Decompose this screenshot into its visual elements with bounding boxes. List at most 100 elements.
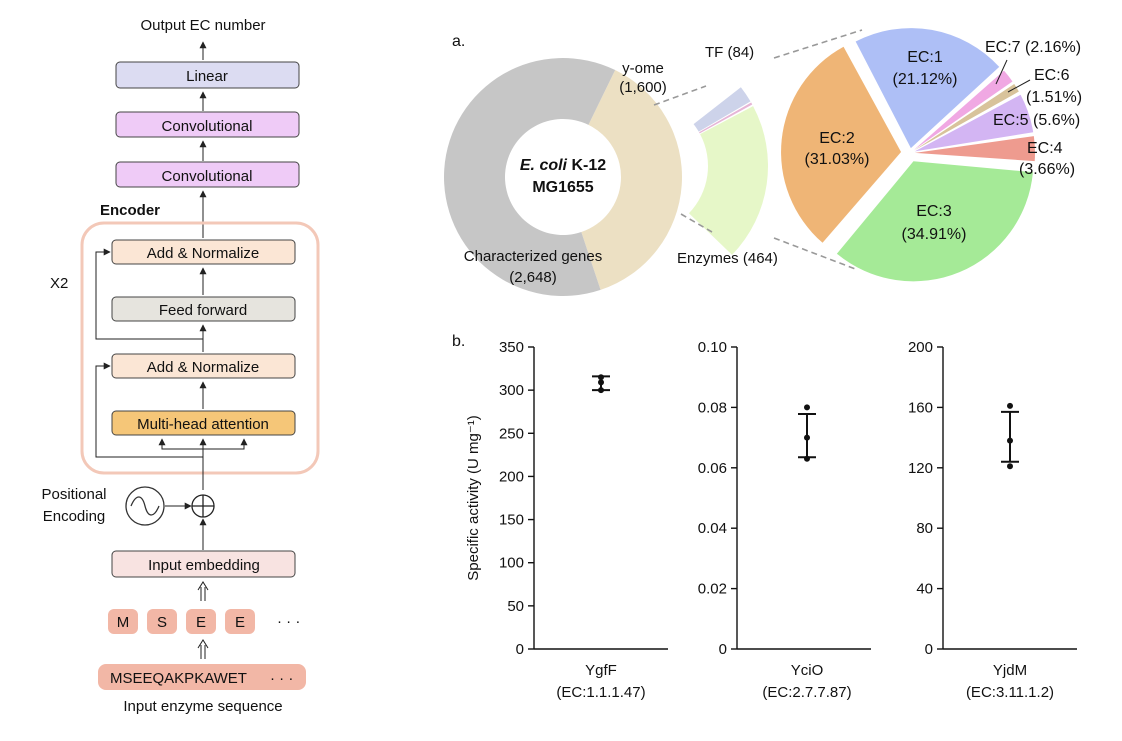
yome-count: (1,600) [619,79,667,96]
y-tick-label: 250 [499,425,524,442]
characterized-name: Characterized genes [464,248,602,265]
add-normalize-top-label: Add & Normalize [147,245,260,262]
pie-slice-ec5 [914,94,1034,152]
token-chip [225,609,255,634]
data-point [804,404,810,411]
token-letter: E [235,614,245,631]
panel-a-letter: a. [452,33,465,50]
y-tick-label: 100 [499,555,524,572]
linear-block [115,61,300,89]
token-letter: M [117,614,130,631]
repeat-label: X2 [50,275,68,292]
y-tick-label: 0.06 [698,460,727,477]
donut-center-line2: MG1655 [532,179,593,196]
double-arrow-icon [197,581,209,601]
pie-label-ec2: EC:2 [819,130,855,147]
y-tick-label: 120 [908,460,933,477]
add-normalize-bottom-label: Add & Normalize [147,359,260,376]
data-point [1007,437,1013,444]
y-tick-label: 200 [908,339,933,356]
data-point [804,434,810,441]
multi-head-attention-block [111,410,296,436]
y-tick-label: 0.04 [698,520,727,537]
multi-head-attention-label: Multi-head attention [137,416,269,433]
pie-value-ec3: (34.91%) [902,226,967,243]
y-tick-label: 300 [499,382,524,399]
token-chip [186,609,216,634]
pie-label-ec4: EC:4 [1027,140,1063,157]
token-chip [108,609,138,634]
characterized-count: (2,648) [509,269,557,286]
genome-donut [444,58,683,297]
donut-slice-yome [581,70,683,290]
pie-value-ec2: (31.03%) [805,151,870,168]
data-point [598,374,604,381]
x-label-ec: (EC:2.7.7.87) [762,684,851,701]
data-point [1007,463,1013,470]
pie-slice-ec1 [855,28,1000,149]
y-tick-label: 0 [719,641,727,658]
donut-center-line1: E. coli K-12 [520,157,606,174]
token-letter: S [157,614,167,631]
sequence-text: MSEEQAKPKAWET [110,670,247,687]
panel-b: b. Specific activity (U mg⁻¹) 0 50 100 150 2… [452,333,1077,701]
x-label: YciO [791,662,824,679]
activity-plots: 050100150200250300350YgfF(EC:1.1.1.47)00… [499,339,1077,701]
sequence-label: Input enzyme sequence [123,698,282,715]
activity-plot-ygff: 0 50 100 150 200 250 300 350 YgfF (EC:1.1.1.47) [499,339,668,701]
pie-slice-ec4 [914,136,1035,162]
pie-label-ec7: EC:7 (2.16%) [985,39,1081,56]
x-label: YgfF [585,662,617,679]
band-segment-enzymes [688,106,768,255]
y-tick-label: 150 [499,512,524,529]
pie-value-ec4: (3.66%) [1019,161,1075,178]
pie-label-ec6: EC:6 [1034,67,1070,84]
linear-label: Linear [186,68,228,85]
band-segment-tf [693,87,751,132]
token-ellipsis: · · · [277,613,300,630]
y-tick-label: 0 [925,641,933,658]
pie-slice-ec2 [781,46,902,243]
panel-b-ylabel: Specific activity (U mg⁻¹) [465,415,482,580]
pie-slice-ec7 [913,70,1013,150]
double-arrow-icon [197,639,209,659]
encoder-frame [80,221,320,475]
pie-slice-ec3 [836,161,1033,282]
conv-bottom-label: Convolutional [162,168,253,185]
positional-label-1: Positional [41,486,106,503]
pie-label-ec3: EC:3 [916,203,952,220]
pie-value-ec6: (1.51%) [1026,89,1082,106]
residual-connection-top [95,248,203,340]
band-separator [699,102,753,134]
pie-label-ec5: EC:5 (5.6%) [993,112,1080,129]
conv-block-bottom [115,161,300,188]
x-label-ec: (EC:1.1.1.47) [556,684,645,701]
pie-value-ec1: (21.12%) [893,71,958,88]
data-point [804,455,810,462]
y-tick-label: 350 [499,339,524,356]
pie-slice-ec6 [914,83,1019,151]
input-embedding-block [111,550,296,578]
add-normalize-top [111,239,296,265]
architecture-diagram: Output EC number Linear Convolutional Co… [41,17,320,715]
yome-name: y-ome [622,60,664,77]
residual-connection-bottom [95,362,203,458]
data-point [1007,402,1013,409]
token-letter: E [196,614,206,631]
x-label: YjdM [993,662,1027,679]
y-tick-label: 160 [908,399,933,416]
y-tick-label: 0.08 [698,399,727,416]
activity-plot-ycio: 0 0.02 0.04 0.06 0.08 0.10 YciO (EC:2.7.7.87) [698,339,871,701]
output-label: Output EC number [140,17,265,34]
yome-breakdown [688,87,768,255]
y-tick-label: 80 [916,520,933,537]
pie-label-ec1: EC:1 [907,49,943,66]
y-tick-label: 0.02 [698,581,727,598]
data-point [598,379,604,386]
sequence-ellipsis: · · · [270,670,293,687]
y-tick-label: 0 [516,641,524,658]
data-point [598,387,604,394]
sequence-box [98,664,306,690]
